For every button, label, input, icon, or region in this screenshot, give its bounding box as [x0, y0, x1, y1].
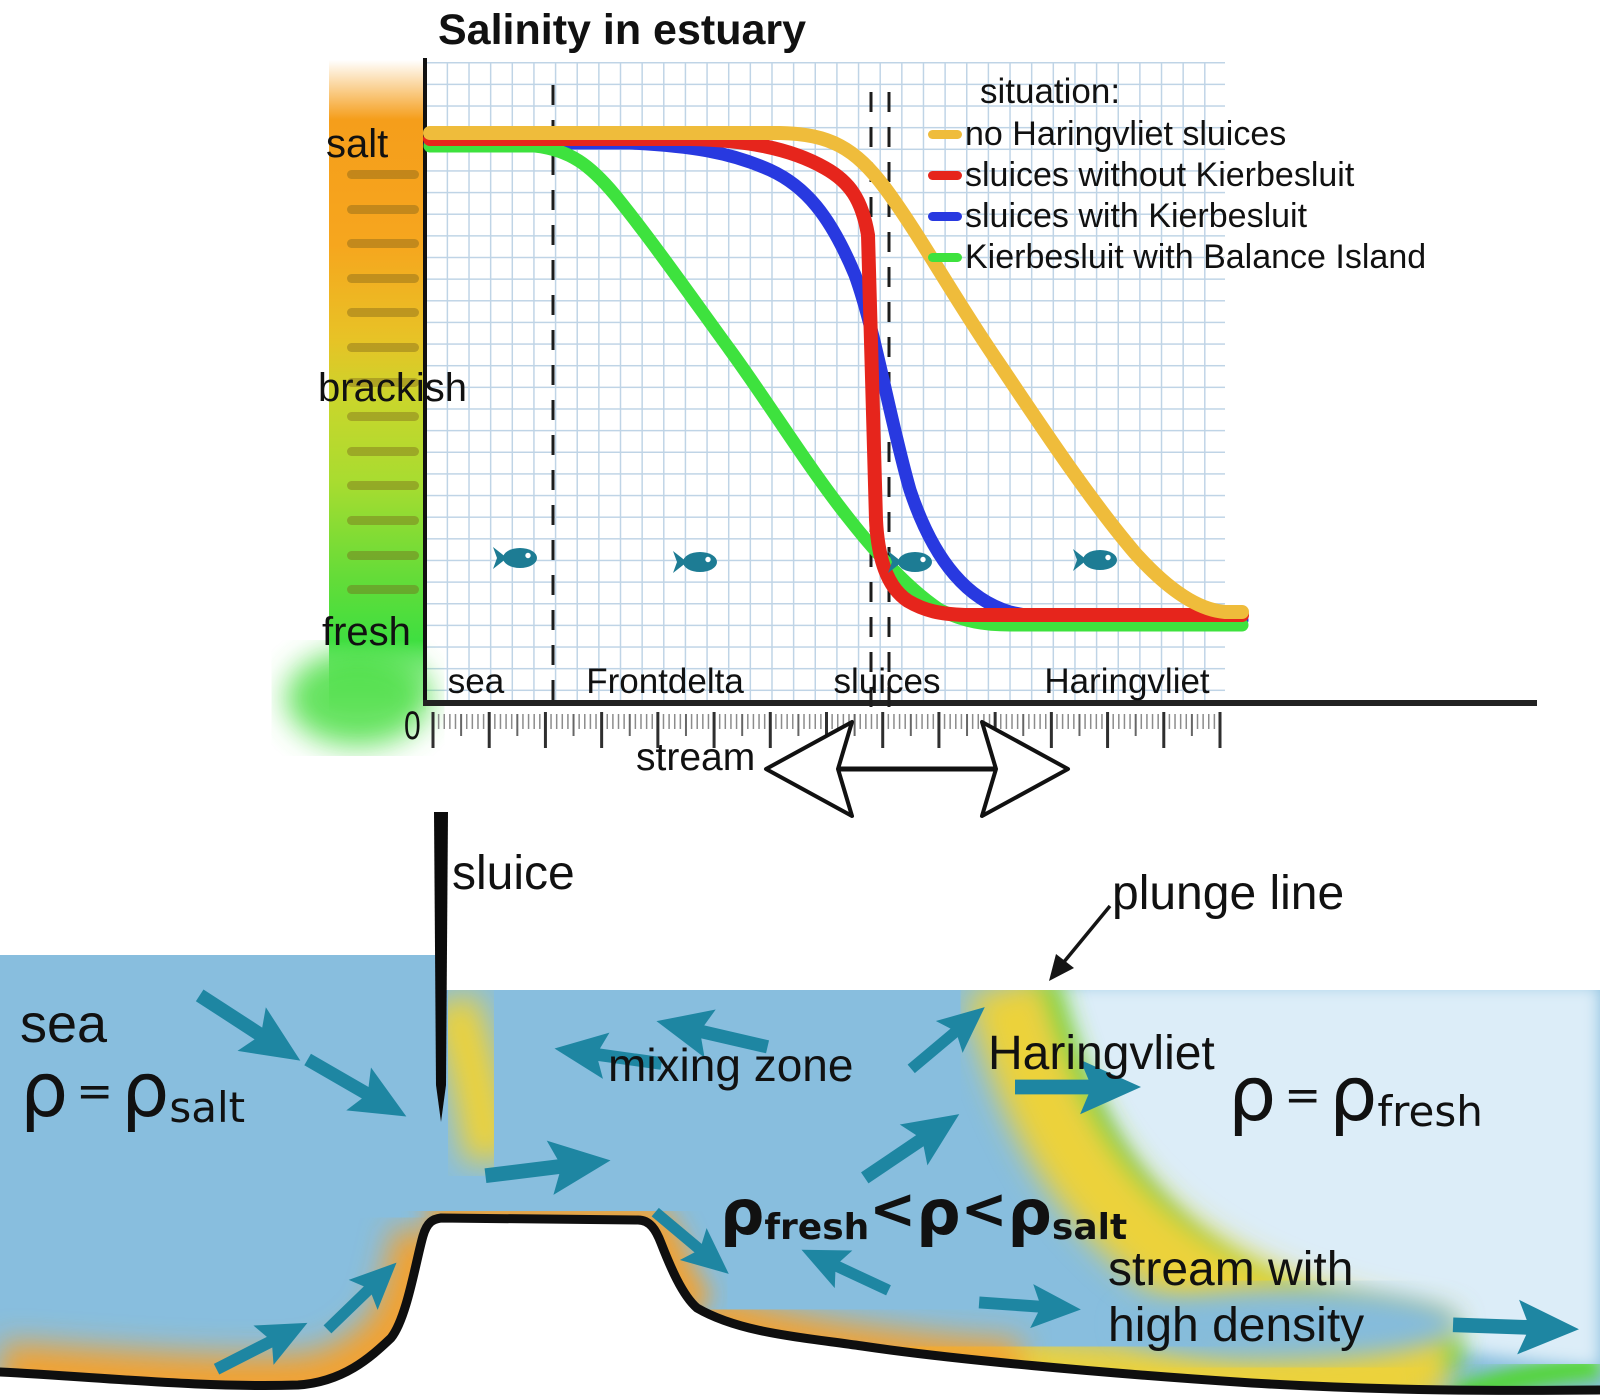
fish-icon: [493, 547, 537, 569]
sea-floor-outline: [0, 1213, 1600, 1395]
legend-swatch: [928, 171, 962, 180]
ruler-origin-label: 0: [404, 704, 421, 748]
salinity-bar-tick: [347, 308, 419, 318]
chart-legend: situation: no Haringvliet sluices sluices…: [928, 72, 1426, 278]
legend-label: Kierbesluit with Balance Island: [965, 238, 1427, 276]
salinity-bar-tick: [347, 585, 419, 595]
fresh-water-region: [1048, 985, 1600, 1368]
plunge-line-pointer: [1049, 904, 1112, 981]
x-region-frontdelta: Frontdelta: [586, 662, 744, 701]
sluice-gate: [434, 812, 448, 1122]
legend-item: sluices without Kierbesluit: [928, 155, 1426, 196]
label-sea: sea: [20, 994, 108, 1054]
label-haringvliet: Haringvliet: [988, 1027, 1215, 1080]
salinity-bar-tick: [347, 170, 419, 179]
legend-title: situation:: [980, 72, 1121, 111]
legend-swatch: [928, 212, 962, 221]
stream-label: stream: [636, 736, 756, 779]
x-region-haringvliet: Haringvliet: [1044, 662, 1210, 701]
salinity-bar-tick: [347, 343, 419, 352]
label-mixing-zone: mixing zone: [608, 1039, 854, 1091]
salinity-bar-tick: [347, 377, 419, 387]
stream-direction-arrow: [764, 720, 1070, 818]
label-sluice: sluice: [452, 847, 575, 900]
legend-label: sluices with Kierbesluit: [965, 197, 1308, 235]
salinity-bar-tick: [347, 516, 419, 525]
label-stream-high-density-line1: stream with: [1108, 1243, 1354, 1296]
salinity-curves: [423, 126, 1249, 632]
distance-ruler: [431, 712, 1222, 748]
curve-no-haringvliet-sluices: [423, 126, 1249, 619]
legend-label: sluices without Kierbesluit: [965, 156, 1355, 194]
y-label-fresh: fresh: [322, 610, 411, 654]
salinity-bar-tick: [347, 550, 419, 560]
salinity-bar-tick: [347, 412, 419, 422]
bar-green-glow: [286, 650, 430, 746]
equation-density-salt: ρ = ρsalt: [20, 1045, 246, 1134]
x-region-sluices: sluices: [833, 662, 941, 701]
estuary-cross-section: [0, 955, 1600, 1390]
label-stream-high-density-line2: high density: [1108, 1299, 1365, 1352]
salinity-bar-tick: [347, 204, 419, 214]
legend-label: no Haringvliet sluices: [965, 115, 1287, 153]
high-density-stream-tongue: [1120, 1288, 1460, 1360]
equation-density-inequality: ρfresh<ρ<ρsalt: [720, 1176, 1128, 1249]
label-plunge-line: plunge line: [1112, 867, 1345, 920]
y-label-salt: salt: [326, 122, 389, 166]
fish-icon: [1073, 549, 1117, 571]
x-region-sea: sea: [447, 662, 505, 701]
salinity-color-bar: [329, 60, 426, 720]
salinity-bar-tick: [347, 239, 419, 249]
salinity-bar-tick: [347, 481, 419, 491]
legend-item: no Haringvliet sluices: [928, 114, 1426, 155]
label-stream-high-density: stream with high density: [1108, 1242, 1364, 1354]
equation-density-fresh: ρ = ρfresh: [1228, 1049, 1483, 1138]
salinity-bar-tick: [347, 446, 419, 456]
chart-title: Salinity in estuary: [438, 6, 807, 54]
fish-icons: [493, 547, 1117, 573]
legend-item: Kierbesluit with Balance Island: [928, 237, 1426, 278]
legend-swatch: [928, 130, 962, 139]
fish-icon: [673, 551, 717, 573]
legend-swatch: [928, 253, 962, 262]
legend-item: sluices with Kierbesluit: [928, 196, 1426, 237]
salinity-bar-tick: [347, 273, 419, 283]
y-label-brackish: brackish: [318, 366, 467, 410]
curve-sluices-without-kierbesluit: [423, 132, 1249, 622]
